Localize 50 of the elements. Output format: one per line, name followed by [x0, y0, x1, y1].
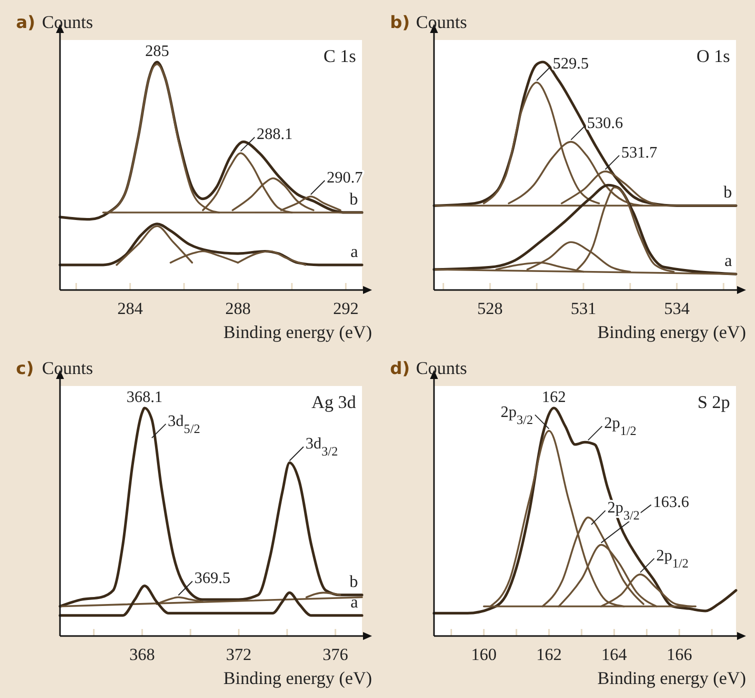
annotation: 163.6	[653, 494, 690, 511]
x-tick-label: 528	[477, 299, 503, 318]
x-axis-title: Binding energy (eV)	[223, 668, 372, 688]
x-tick-label: 160	[471, 645, 497, 664]
x-tick-label: 164	[601, 645, 628, 664]
annotation: 288.1	[256, 126, 293, 144]
chart-title: Ag 3d	[312, 392, 356, 412]
x-tick-label: 292	[333, 299, 359, 318]
chart-title: O 1s	[696, 46, 730, 66]
x-tick-label: 284	[117, 299, 144, 318]
text: a)	[16, 13, 36, 33]
x-tick-label: 531	[570, 299, 596, 318]
y-axis-title: Counts	[42, 358, 94, 378]
series-label: b	[350, 189, 358, 208]
annotation: 2p$_{1/2}$	[604, 415, 636, 438]
annotation: 2p$_{3/2}$	[500, 404, 533, 427]
annotation: 369.5	[194, 570, 230, 588]
chart-title: C 1s	[323, 46, 356, 66]
annotation: 285	[145, 43, 170, 60]
y-axis-title: Counts	[416, 358, 468, 378]
y-axis-title: Counts	[42, 12, 94, 32]
chart-title: S 2p	[697, 392, 730, 412]
text: c)	[16, 359, 34, 379]
annotation: 3d$_{5/2}$	[168, 412, 200, 436]
x-axis-title: Binding energy (eV)	[223, 322, 372, 342]
x-tick-label: 288	[225, 299, 251, 318]
annotation: 2p$_{1/2}$	[656, 547, 689, 570]
annotation: 162	[542, 389, 566, 406]
series-label: a	[724, 251, 732, 270]
x-axis-title: Binding energy (eV)	[597, 322, 746, 342]
annotation: 3d$_{3/2}$	[306, 436, 338, 459]
annotation: 531.7	[621, 144, 658, 162]
x-tick-label: 166	[666, 645, 692, 664]
series-label: a	[350, 242, 358, 261]
annotation: 290.7	[326, 170, 363, 187]
y-axis-title: Counts	[416, 12, 468, 32]
annotation: 368.1	[126, 389, 163, 406]
text: d)	[390, 359, 410, 379]
annotation: 530.6	[586, 114, 623, 132]
x-tick-label: 368	[129, 645, 155, 664]
x-tick-label: 372	[226, 645, 252, 664]
text: b)	[390, 13, 410, 33]
x-tick-label: 376	[322, 645, 348, 664]
annotation: 529.5	[552, 56, 589, 73]
series-label: b	[350, 572, 358, 591]
x-axis-title: Binding energy (eV)	[597, 668, 746, 688]
x-tick-label: 534	[664, 299, 690, 318]
x-tick-label: 162	[536, 645, 562, 664]
series-label: a	[350, 592, 358, 612]
series-label: b	[724, 182, 732, 202]
